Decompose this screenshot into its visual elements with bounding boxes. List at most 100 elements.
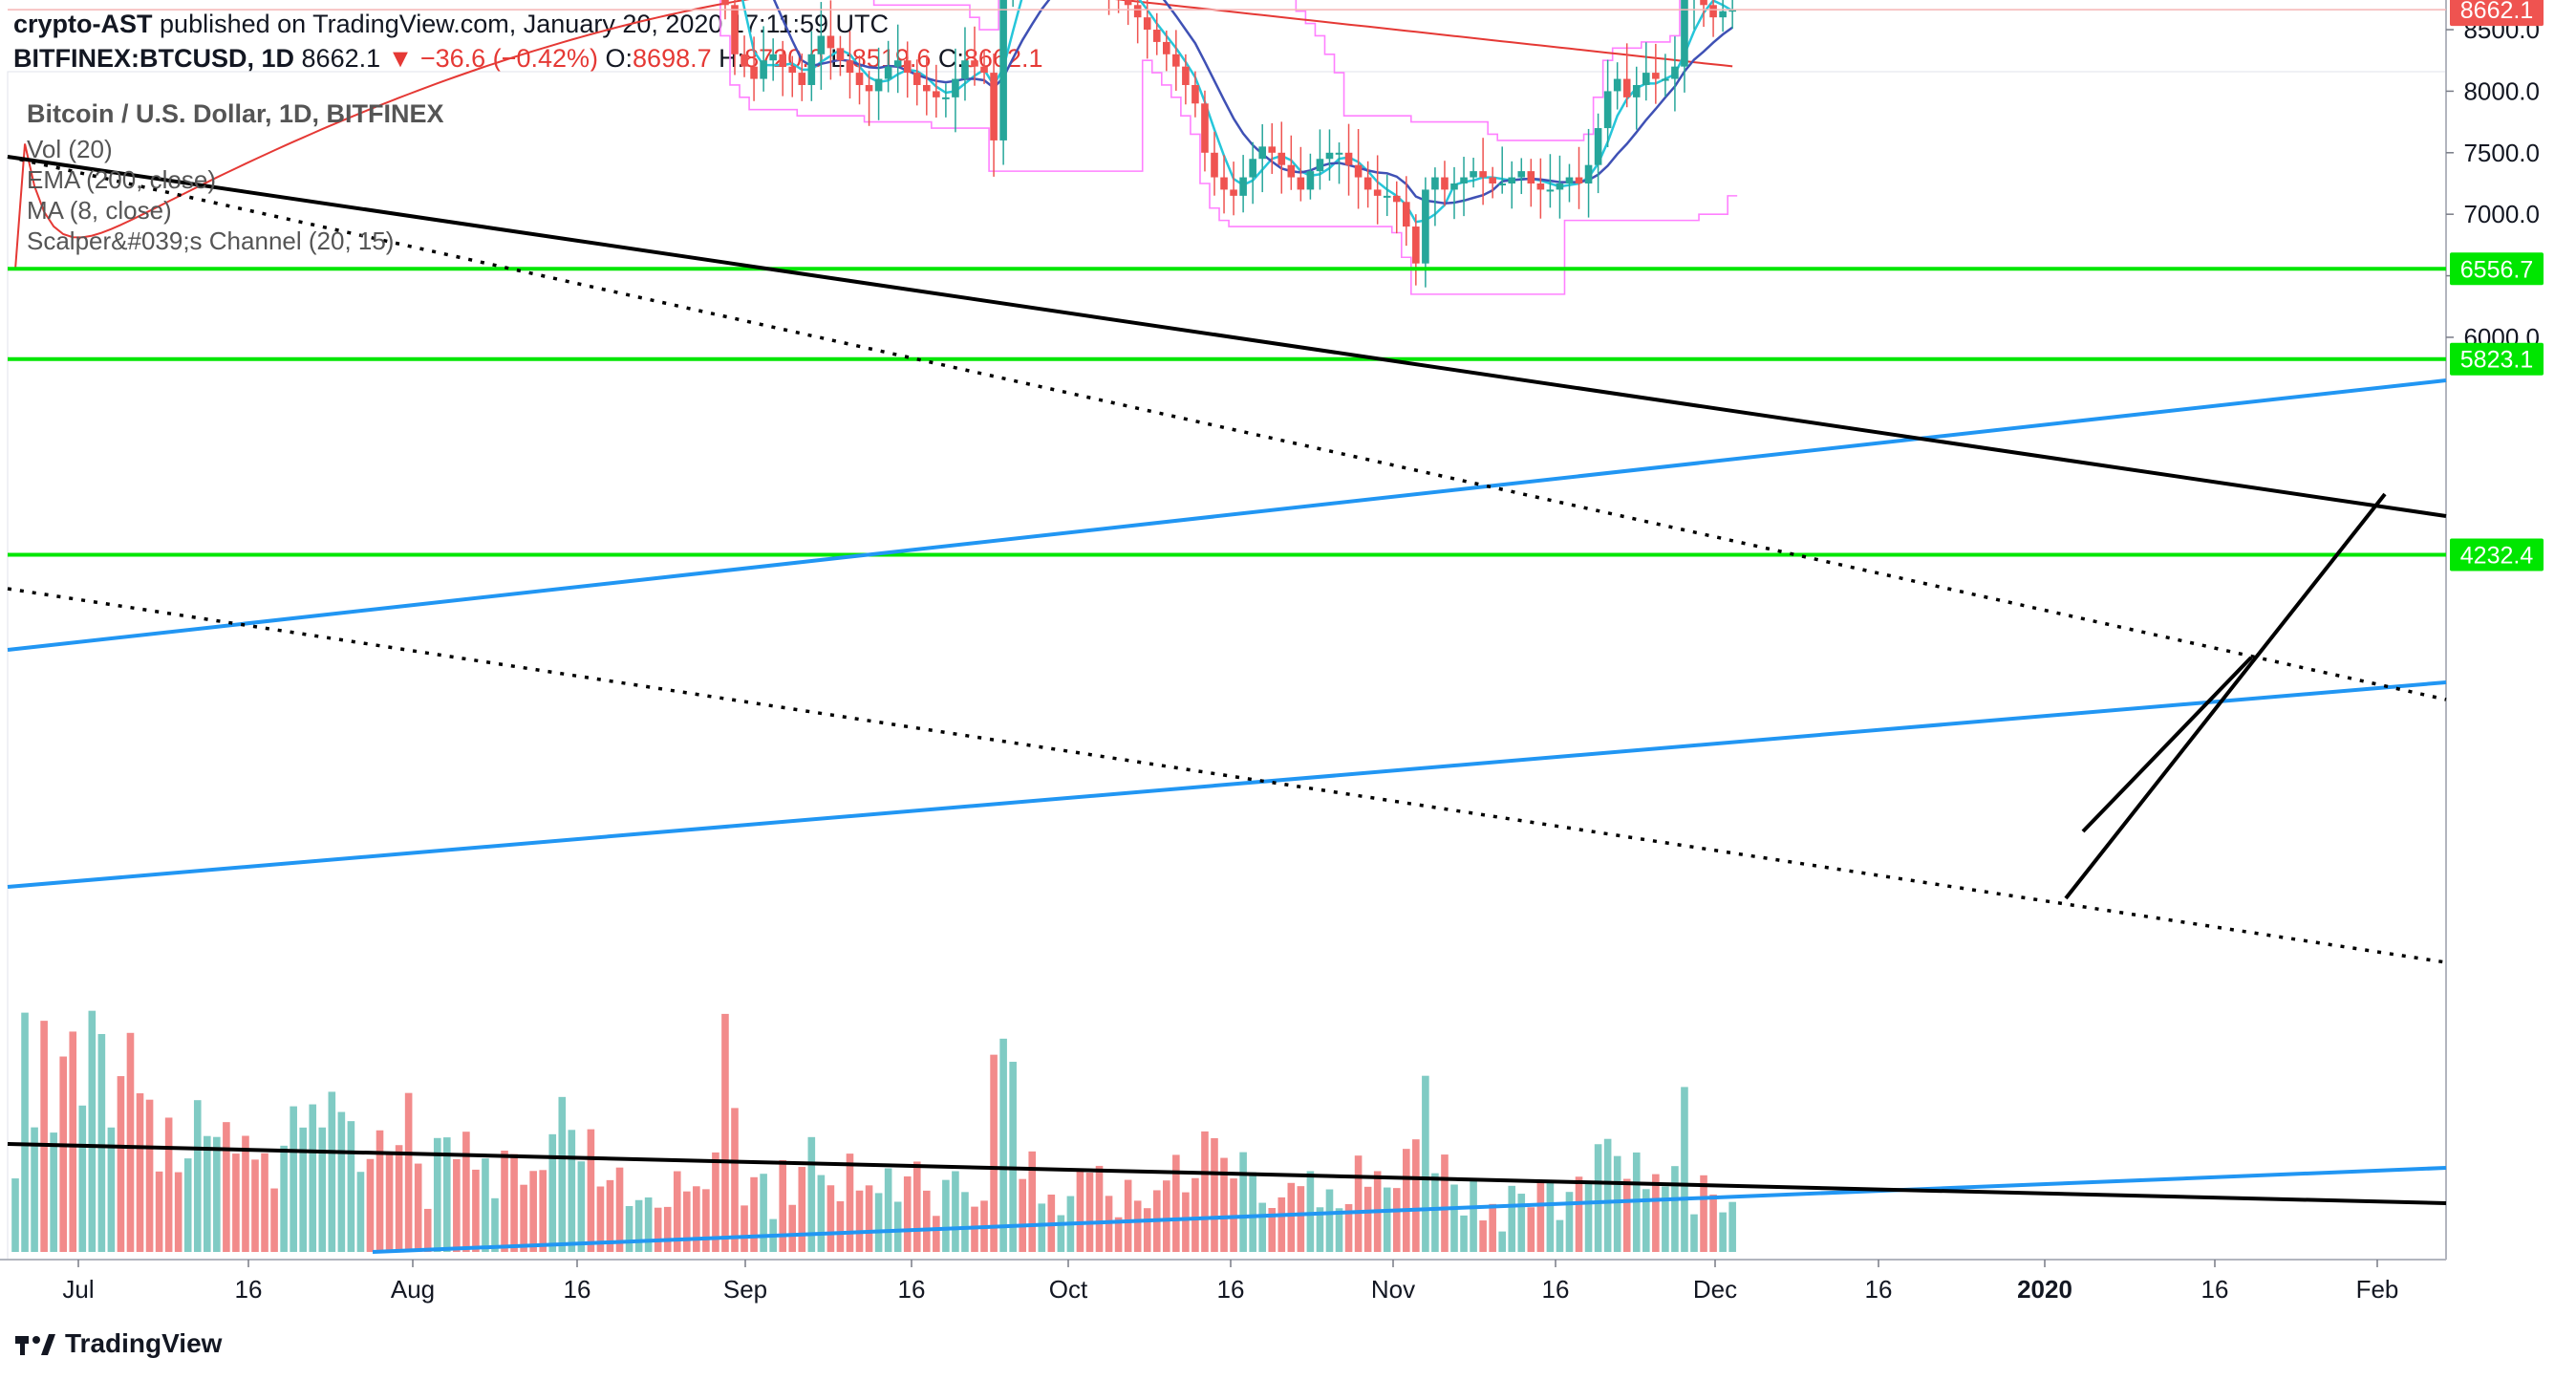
- candle-body: [1556, 183, 1564, 190]
- volume-bar: [1325, 1189, 1334, 1252]
- volume-bar: [1383, 1187, 1391, 1252]
- publish-info: crypto-AST published on TradingView.com,…: [13, 8, 1256, 40]
- volume-bar: [596, 1186, 605, 1252]
- candle-body: [788, 66, 797, 74]
- volume-bar: [356, 1172, 365, 1252]
- price-change: ▼ −36.6 (−0.42%): [387, 44, 598, 73]
- volume-bar: [1085, 1173, 1094, 1252]
- volume-bar: [1344, 1203, 1353, 1252]
- candle-body: [1517, 171, 1526, 178]
- chart-legend: Bitcoin / U.S. Dollar, 1D, BITFINEX Vol (…: [27, 99, 444, 255]
- volume-bar: [933, 1216, 940, 1252]
- volume-bar: [347, 1121, 355, 1252]
- volume-bar: [807, 1136, 816, 1252]
- volume-bar: [501, 1150, 508, 1252]
- volume-bar: [510, 1154, 518, 1252]
- x-tick-label: 16: [1217, 1275, 1245, 1304]
- candle-body: [1392, 195, 1401, 203]
- volume-bar: [318, 1127, 327, 1252]
- ascending-trendline-upper: [7, 378, 2447, 652]
- candle-body: [1277, 152, 1286, 165]
- volume-bar: [1642, 1189, 1650, 1252]
- volume-bar: [69, 1031, 77, 1252]
- candle-body: [990, 73, 998, 140]
- price-label-support: 4232.4: [2450, 538, 2544, 571]
- candle-body: [1728, 10, 1736, 12]
- volume-bar: [251, 1159, 259, 1252]
- x-tick-label: Sep: [723, 1275, 767, 1304]
- x-tick-label: Nov: [1371, 1275, 1415, 1304]
- volume-bar: [117, 1076, 125, 1252]
- candle-body: [903, 60, 912, 74]
- candle-body: [1575, 177, 1583, 183]
- x-tick-label: 16: [2201, 1275, 2229, 1304]
- volume-bar: [59, 1056, 67, 1252]
- volume-bar: [1163, 1180, 1170, 1252]
- price-label-box: [2450, 252, 2544, 286]
- volume-bar: [1613, 1155, 1621, 1252]
- volume-bar: [1460, 1215, 1468, 1252]
- volume-bar: [712, 1152, 719, 1252]
- volume-bar: [270, 1188, 278, 1252]
- candle-body: [1584, 164, 1593, 183]
- volume-bar: [961, 1192, 969, 1252]
- price-label-text: 6556.7: [2460, 256, 2533, 283]
- volume-bar: [1508, 1185, 1516, 1252]
- publisher-name[interactable]: crypto-AST: [13, 10, 153, 38]
- candle-body: [1325, 152, 1334, 160]
- volume-bar: [1201, 1131, 1209, 1252]
- candle-body: [741, 54, 748, 67]
- volume-bar: [788, 1204, 797, 1252]
- y-tick-label: 8000.0: [2463, 76, 2540, 105]
- candle-body: [1373, 189, 1382, 196]
- volume-bar: [1277, 1197, 1286, 1252]
- volume-bar: [923, 1190, 931, 1252]
- candle-body: [1565, 177, 1574, 183]
- candle-body: [760, 60, 767, 79]
- candle-body: [1709, 5, 1717, 18]
- channel-upper: [872, 0, 1681, 141]
- tradingview-brand[interactable]: TradingView: [65, 1328, 223, 1358]
- candle-body: [961, 60, 969, 79]
- candle-body: [1536, 183, 1545, 190]
- volume-bar: [462, 1132, 470, 1252]
- volume-bar: [1422, 1075, 1429, 1252]
- volume-bar: [1681, 1087, 1688, 1252]
- volume-bar: [261, 1153, 268, 1252]
- candle-body: [769, 54, 777, 61]
- candle-body: [1632, 84, 1641, 97]
- volume-bar: [1220, 1157, 1228, 1252]
- volume-bar: [520, 1184, 527, 1252]
- volume-bar: [903, 1175, 912, 1252]
- candle-body: [1622, 78, 1631, 97]
- volume-bar: [779, 1159, 786, 1252]
- candle-body: [884, 66, 892, 79]
- volume-bar: [174, 1172, 182, 1252]
- volume-bar: [126, 1032, 135, 1252]
- volume-bar: [846, 1154, 854, 1252]
- volume-bar: [309, 1104, 317, 1252]
- candle-body: [1201, 103, 1209, 153]
- volume-bar: [1124, 1179, 1132, 1252]
- volume-bar: [1719, 1212, 1727, 1252]
- volume-bar: [884, 1168, 892, 1252]
- volume-bar: [290, 1106, 297, 1252]
- volume-bar: [1603, 1138, 1612, 1252]
- volume-bar: [40, 1021, 48, 1252]
- candle-body: [846, 60, 854, 74]
- volume-bar: [673, 1171, 681, 1252]
- volume-bar: [587, 1129, 595, 1252]
- candle-body: [1230, 189, 1237, 196]
- volume-bar: [893, 1201, 902, 1252]
- volume-bar: [21, 1012, 29, 1252]
- candle-body: [731, 5, 739, 54]
- candle-body: [1172, 54, 1180, 67]
- volume-bar: [107, 1127, 116, 1252]
- candle-body: [1152, 30, 1161, 42]
- y-tick-label: 7000.0: [2463, 200, 2540, 228]
- volume-bar: [1700, 1175, 1707, 1252]
- volume-bar: [1316, 1207, 1324, 1252]
- dotted-trendline-lower: [7, 587, 2447, 964]
- volume-bar: [1441, 1154, 1449, 1252]
